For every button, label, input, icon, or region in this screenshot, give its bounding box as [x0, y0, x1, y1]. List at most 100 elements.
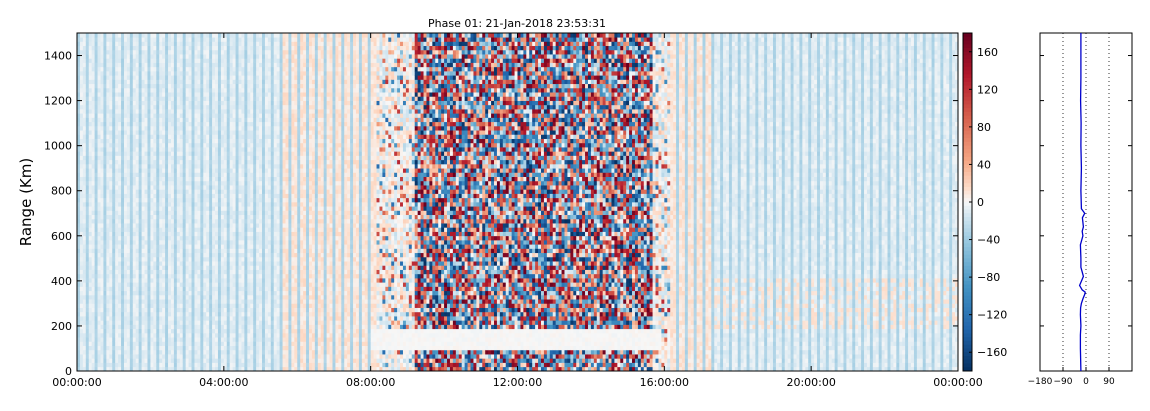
- heatmap-cell: [85, 54, 90, 59]
- heatmap-cell: [223, 109, 228, 114]
- heatmap-cell: [176, 41, 181, 47]
- heatmap-cell: [229, 358, 233, 363]
- heatmap-cell: [138, 273, 142, 279]
- heatmap-cell: [103, 354, 107, 359]
- heatmap-cell: [206, 189, 210, 194]
- heatmap-cell: [209, 62, 213, 68]
- heatmap-cell: [179, 168, 184, 173]
- heatmap-cell: [185, 354, 189, 359]
- heatmap-cell: [170, 134, 175, 139]
- heatmap-cell: [97, 345, 101, 351]
- heatmap-cell: [77, 265, 81, 270]
- heatmap-cell: [212, 185, 216, 190]
- heatmap-cell: [129, 125, 134, 131]
- heatmap-cell: [209, 303, 213, 308]
- heatmap-cell: [156, 117, 160, 123]
- heatmap-cell: [223, 303, 228, 308]
- heatmap-cell: [126, 299, 131, 304]
- heatmap-cell: [241, 96, 245, 101]
- heatmap-cell: [191, 269, 195, 275]
- heatmap-cell: [147, 151, 151, 156]
- heatmap-cell: [232, 142, 236, 148]
- heatmap-cell: [182, 307, 187, 313]
- heatmap-cell: [79, 328, 84, 334]
- heatmap-cell: [156, 54, 160, 59]
- heatmap-cell: [162, 248, 166, 254]
- heatmap-cell: [176, 320, 181, 325]
- heatmap-cell: [103, 273, 107, 279]
- heatmap-cell: [153, 75, 157, 80]
- heatmap-cell: [132, 33, 137, 38]
- heatmap-cell: [82, 159, 87, 165]
- heatmap-cell: [247, 163, 251, 169]
- heatmap-cell: [147, 307, 151, 313]
- heatmap-cell: [220, 235, 225, 241]
- heatmap-cell: [141, 104, 145, 110]
- heatmap-cell: [203, 109, 207, 114]
- heatmap-cell: [206, 202, 210, 207]
- heatmap-cell: [197, 299, 201, 304]
- heatmap-cell: [238, 125, 242, 131]
- heatmap-cell: [162, 79, 166, 85]
- heatmap-cell: [82, 49, 87, 55]
- heatmap-cell: [226, 71, 231, 76]
- heatmap-cell: [150, 265, 154, 270]
- heatmap-cell: [188, 92, 192, 97]
- heatmap-cell: [176, 231, 181, 237]
- heatmap-cell: [235, 121, 239, 127]
- heatmap-cell: [173, 341, 178, 346]
- heatmap-cell: [123, 87, 128, 93]
- heatmap-cell: [132, 163, 137, 169]
- heatmap-cell: [126, 142, 131, 148]
- heatmap-cell: [215, 227, 219, 232]
- heatmap-cell: [162, 282, 166, 287]
- heatmap-cell: [88, 49, 93, 55]
- heatmap-cell: [176, 218, 181, 224]
- heatmap-cell: [229, 341, 233, 346]
- heatmap-cell: [77, 223, 81, 228]
- heatmap-cell: [185, 189, 189, 194]
- heatmap-cell: [126, 231, 131, 237]
- heatmap-cell: [238, 117, 242, 123]
- heatmap-cell: [147, 138, 151, 144]
- heatmap-cell: [97, 358, 101, 363]
- heatmap-cell: [126, 256, 131, 262]
- heatmap-cell: [217, 218, 222, 224]
- heatmap-cell: [176, 189, 181, 194]
- heatmap-cell: [123, 66, 128, 72]
- heatmap-cell: [191, 248, 195, 254]
- heatmap-cell: [168, 87, 172, 93]
- heatmap-cell: [150, 337, 154, 342]
- heatmap-cell: [77, 142, 81, 148]
- heatmap-cell: [188, 345, 192, 351]
- heatmap-cell: [85, 256, 90, 262]
- heatmap-cell: [173, 223, 178, 228]
- heatmap-cell: [118, 96, 122, 101]
- heatmap-cell: [200, 337, 204, 342]
- heatmap-cell: [212, 113, 216, 118]
- heatmap-cell: [203, 231, 207, 237]
- heatmap-cell: [238, 45, 242, 51]
- heatmap-cell: [79, 96, 84, 101]
- heatmap-cell: [85, 299, 90, 304]
- heatmap-cell: [109, 197, 113, 203]
- heatmap-cell: [215, 58, 219, 63]
- heatmap-cell: [97, 172, 101, 177]
- heatmap-cell: [250, 176, 254, 182]
- heatmap-cell: [229, 54, 233, 59]
- heatmap-cell: [135, 142, 140, 148]
- heatmap-cell: [226, 197, 231, 203]
- heatmap-cell: [126, 113, 131, 118]
- heatmap-cell: [82, 66, 87, 72]
- heatmap-cell: [223, 104, 228, 110]
- heatmap-cell: [247, 96, 251, 101]
- heatmap-cell: [147, 328, 151, 334]
- heatmap-cell: [212, 252, 216, 258]
- heatmap-cell: [173, 320, 178, 325]
- heatmap-cell: [106, 109, 110, 114]
- heatmap-cell: [91, 37, 95, 42]
- heatmap-cell: [168, 294, 172, 300]
- heatmap-cell: [229, 316, 233, 321]
- heatmap-cell: [129, 96, 134, 101]
- heatmap-cell: [85, 349, 90, 355]
